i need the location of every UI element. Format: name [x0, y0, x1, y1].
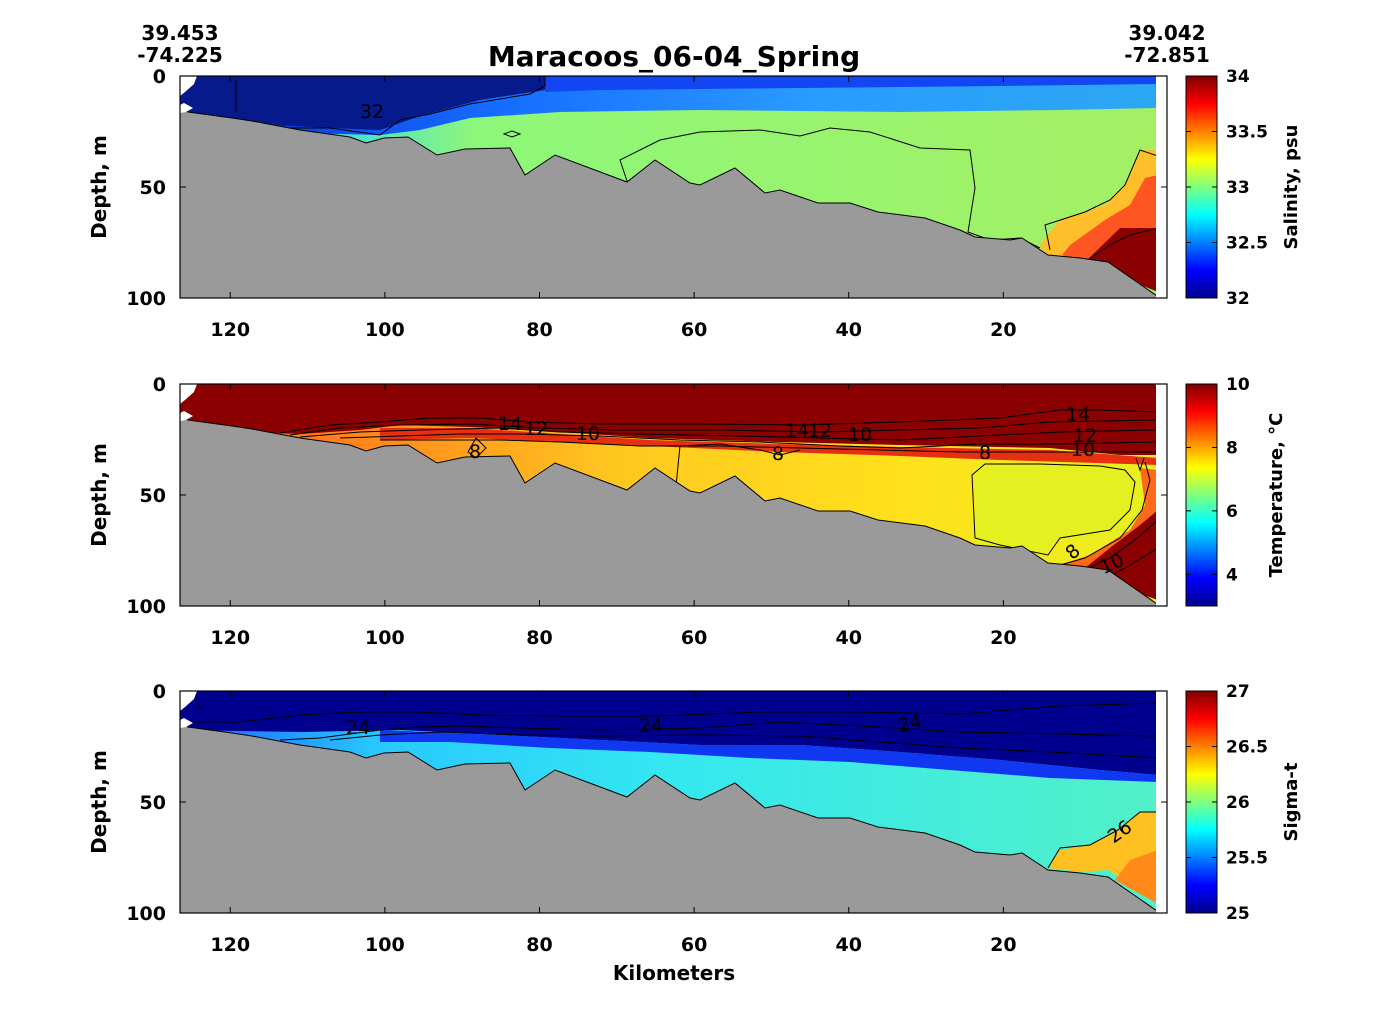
x-tick-label: 60: [681, 934, 707, 956]
x-tick-label: 120: [210, 627, 250, 649]
x-tick-label: 20: [990, 934, 1016, 956]
x-tick-label: 20: [990, 319, 1016, 341]
temp-contour-label: 8: [772, 443, 784, 465]
y-tick-label: 50: [140, 792, 166, 814]
x-tick-label: 100: [365, 319, 405, 341]
x-tick-label: 60: [681, 627, 707, 649]
x-tick-label: 80: [526, 627, 552, 649]
salinity-colorbar: [1185, 75, 1218, 299]
temperature-panel: 14 12 10 8 14 12 10 8 8 14 12 10 8 10: [179, 383, 1168, 607]
temp-contour-label: 12: [808, 420, 832, 442]
colorbar-tick-label: 10: [1226, 375, 1250, 395]
colorbar-tick-label: 33: [1226, 178, 1250, 198]
sigma-contour-label: 24: [639, 715, 663, 737]
x-tick-label: 120: [210, 319, 250, 341]
chart-title: Maracoos_06-04_Spring: [488, 40, 860, 73]
colorbar-tick-label: 26.5: [1226, 738, 1268, 758]
temp-contour-label: 8: [469, 441, 481, 463]
colorbar-tick-label: 25.5: [1226, 849, 1268, 869]
right-station-lat: 39.042: [1128, 21, 1205, 45]
colorbar-tick-label: 34: [1226, 67, 1250, 87]
colorbar-tick-label: 26: [1226, 793, 1250, 813]
x-tick-label: 40: [836, 319, 862, 341]
x-tick-label: 100: [365, 934, 405, 956]
temperature-colorbar: [1185, 383, 1218, 607]
temp-contour-label: 14: [785, 420, 809, 442]
temp-contour-label: 12: [524, 418, 548, 440]
left-station-lat: 39.453: [141, 21, 218, 45]
colorbar-tick-label: 25: [1226, 904, 1250, 924]
temp-contour-label: 10: [576, 423, 600, 445]
temp-contour-label: 8: [979, 442, 991, 464]
left-station-lon: -74.225: [137, 43, 222, 67]
y-axis-label: Depth, m: [87, 135, 111, 239]
x-tick-label: 60: [681, 319, 707, 341]
temperature-colorbar-label: Temperature, °C: [1266, 413, 1287, 578]
temp-contour-label: 10: [1071, 439, 1095, 461]
salinity-contour-label: 32: [360, 101, 384, 123]
sigma-colorbar-label: Sigma-t: [1281, 762, 1302, 841]
y-tick-label: 100: [126, 903, 166, 925]
temp-contour-label: 10: [848, 424, 872, 446]
sigma-panel: 24 24 24 26: [179, 690, 1168, 914]
x-tick-label: 80: [526, 319, 552, 341]
colorbar-tick-label: 4: [1226, 565, 1238, 585]
colorbar-tick-label: 8: [1226, 438, 1238, 458]
x-tick-label: 80: [526, 934, 552, 956]
sigma-contour-label: 24: [346, 717, 370, 739]
right-station-lon: -72.851: [1124, 43, 1209, 67]
y-tick-label: 0: [153, 66, 166, 88]
temp-contour-label: 14: [498, 413, 522, 435]
y-tick-label: 100: [126, 288, 166, 310]
colorbar-ticks: 34 33.5 33 32.5 32 10 8 6 4 27 26.5 26 25.5 25: [1186, 67, 1268, 924]
temp-contour-label: 12: [1073, 425, 1097, 447]
x-tick-label: 20: [990, 627, 1016, 649]
salinity-colorbar-label: Salinity, psu: [1281, 125, 1302, 250]
salinity-panel: 32: [179, 75, 1168, 299]
y-tick-label: 0: [153, 374, 166, 396]
colorbar-tick-label: 27: [1226, 682, 1250, 702]
x-tick-label: 40: [836, 934, 862, 956]
colorbar-tick-label: 32.5: [1226, 234, 1268, 254]
temp-contour-label: 14: [1066, 404, 1090, 426]
y-axis-label: Depth, m: [87, 443, 111, 547]
colorbar-tick-label: 32: [1226, 289, 1250, 309]
y-tick-label: 50: [140, 485, 166, 507]
x-axis-label: Kilometers: [613, 961, 735, 985]
y-tick-label: 100: [126, 596, 166, 618]
sigma-colorbar: [1185, 690, 1218, 914]
colorbar-tick-label: 33.5: [1226, 123, 1268, 143]
y-tick-label: 0: [153, 681, 166, 703]
colorbar-tick-label: 6: [1226, 502, 1238, 522]
x-tick-label: 120: [210, 934, 250, 956]
x-tick-label: 100: [365, 627, 405, 649]
y-tick-label: 50: [140, 177, 166, 199]
x-tick-label: 40: [836, 627, 862, 649]
y-axis-label: Depth, m: [87, 750, 111, 854]
